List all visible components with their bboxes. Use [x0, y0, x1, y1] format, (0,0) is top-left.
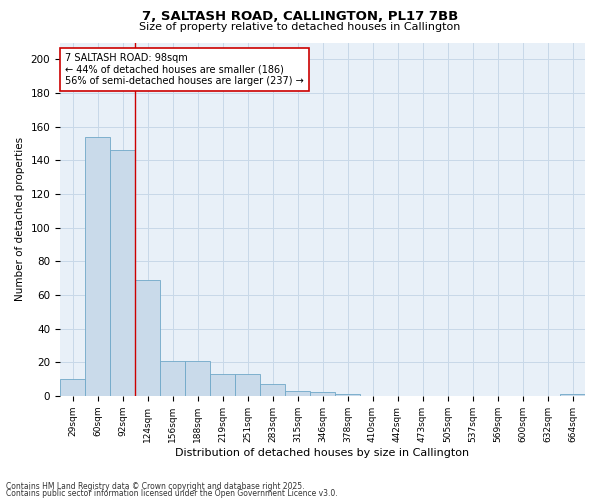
- Bar: [110, 150, 135, 396]
- Bar: [160, 360, 185, 396]
- Text: Contains HM Land Registry data © Crown copyright and database right 2025.: Contains HM Land Registry data © Crown c…: [6, 482, 305, 491]
- Bar: [85, 136, 110, 396]
- Text: 7, SALTASH ROAD, CALLINGTON, PL17 7BB: 7, SALTASH ROAD, CALLINGTON, PL17 7BB: [142, 10, 458, 23]
- Bar: [235, 374, 260, 396]
- Bar: [210, 374, 235, 396]
- Bar: [135, 280, 160, 396]
- Text: Size of property relative to detached houses in Callington: Size of property relative to detached ho…: [139, 22, 461, 32]
- Bar: [310, 392, 335, 396]
- Text: Contains public sector information licensed under the Open Government Licence v3: Contains public sector information licen…: [6, 489, 338, 498]
- Bar: [285, 391, 310, 396]
- Bar: [185, 360, 210, 396]
- Bar: [560, 394, 585, 396]
- Bar: [60, 379, 85, 396]
- Text: 7 SALTASH ROAD: 98sqm
← 44% of detached houses are smaller (186)
56% of semi-det: 7 SALTASH ROAD: 98sqm ← 44% of detached …: [65, 53, 304, 86]
- Bar: [260, 384, 285, 396]
- X-axis label: Distribution of detached houses by size in Callington: Distribution of detached houses by size …: [175, 448, 470, 458]
- Bar: [335, 394, 360, 396]
- Y-axis label: Number of detached properties: Number of detached properties: [15, 137, 25, 301]
